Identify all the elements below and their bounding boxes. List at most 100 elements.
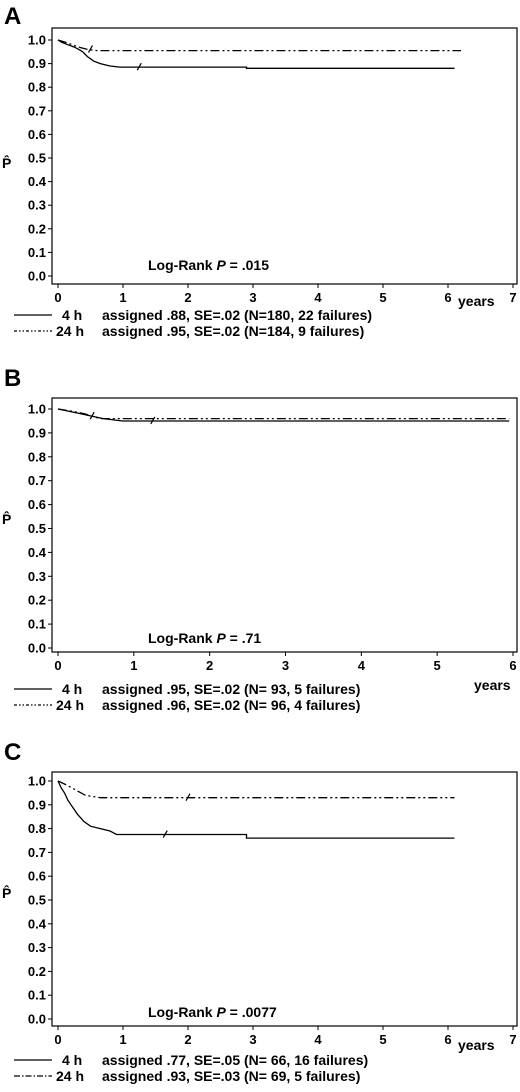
y-tick-label: 0.9: [28, 425, 46, 440]
y-axis-label: P̂: [2, 154, 11, 171]
y-tick-label: 0.6: [28, 497, 46, 512]
censor-mark: [89, 411, 95, 420]
y-tick-label: 0.1: [28, 245, 46, 260]
legend-text: assigned .95, SE=.02 (N= 93, 5 failures): [102, 681, 360, 697]
y-tick-label: 0.5: [28, 151, 46, 166]
y-tick-label: 0.7: [28, 473, 46, 488]
censor-mark: [185, 793, 191, 801]
censor-mark: [87, 45, 94, 53]
plot-frame: [51, 771, 518, 1027]
y-tick-label: 0.8: [28, 821, 46, 836]
x-axis-label: years: [474, 677, 511, 693]
x-tick-label: 4: [314, 1032, 322, 1047]
y-tick-label: 0.2: [28, 593, 46, 608]
legend-group-label: 24 h: [56, 697, 84, 713]
log-rank-annotation: Log-Rank P = .015: [148, 257, 269, 273]
y-tick-label: 0.4: [28, 174, 47, 189]
y-tick-label: 1.0: [28, 774, 46, 789]
y-axis-label: P̂: [2, 510, 11, 527]
panel-label: A: [4, 3, 21, 30]
log-rank-annotation: Log-Rank P = .71: [148, 630, 261, 646]
x-tick-label: 1: [130, 658, 137, 673]
legend-entry-24h: 24 h assigned .96, SE=.02 (N= 96, 4 fail…: [14, 697, 360, 713]
x-tick-label: 2: [184, 290, 191, 305]
y-tick-label: 0.3: [28, 198, 46, 213]
x-tick-label: 5: [434, 658, 441, 673]
y-tick-label: 0.1: [28, 988, 46, 1003]
survival-curves: [57, 780, 455, 839]
x-tick-label: 3: [249, 290, 256, 305]
survival-curves: [57, 39, 461, 71]
legend: 4 h assigned .77, SE=.05 (N= 66, 16 fail…: [14, 1052, 368, 1084]
y-tick-label: 0.8: [28, 449, 46, 464]
survival-curve-4h: [57, 39, 455, 69]
censor-mark: [162, 830, 168, 838]
y-tick-label: 0.2: [28, 221, 46, 236]
legend-entry-24h: 24 h assigned .95, SE=.02 (N=184, 9 fail…: [14, 323, 364, 339]
y-tick-label: 0.4: [28, 545, 47, 560]
legend-text: assigned .77, SE=.05 (N= 66, 16 failures…: [102, 1052, 368, 1068]
x-tick-label: 1: [119, 1032, 126, 1047]
x-axis: 0 1 2 3 4 5 6 7: [54, 1026, 517, 1047]
x-tick-label: 2: [206, 658, 213, 673]
y-axis: 0.0 0.1 0.2 0.3 0.4 0.5 0.6 0.7 0.8 0.9 1.0: [28, 33, 52, 284]
panel-b: B P̂ 0.0 0.1 0.2 0.3 0.4 0.5 0.6 0.7 0.8 0.9 1.0 0…: [2, 365, 518, 713]
plot-frame: [51, 27, 518, 285]
x-tick-label: 1: [119, 290, 126, 305]
legend-group-label: 24 h: [56, 323, 84, 339]
x-axis: 0 1 2 3 4 5 6: [54, 652, 517, 673]
survival-curve-24h: [57, 408, 510, 420]
y-tick-label: 0.0: [28, 269, 46, 284]
x-tick-label: 0: [54, 1032, 61, 1047]
y-tick-label: 0.3: [28, 940, 46, 955]
x-tick-label: 3: [282, 658, 289, 673]
legend-entry-24h: 24 h assigned .93, SE=.03 (N= 69, 5 fail…: [14, 1068, 360, 1084]
survival-curves: [57, 408, 510, 425]
x-tick-label: 5: [379, 290, 386, 305]
legend-group-label: 4 h: [62, 1052, 82, 1068]
y-tick-label: 0.6: [28, 127, 46, 142]
x-tick-label: 0: [54, 290, 61, 305]
y-tick-label: 0.0: [28, 1012, 46, 1027]
x-tick-label: 7: [509, 1032, 516, 1047]
y-axis-label: P̂: [2, 884, 11, 901]
legend-entry-4h: 4 h assigned .77, SE=.05 (N= 66, 16 fail…: [14, 1052, 368, 1068]
x-tick-label: 3: [249, 1032, 256, 1047]
x-tick-label: 0: [54, 658, 61, 673]
x-tick-label: 5: [379, 1032, 386, 1047]
legend-entry-4h: 4 h assigned .88, SE=.02 (N=180, 22 fail…: [14, 307, 372, 323]
panel-label: B: [4, 365, 21, 392]
y-tick-label: 0.8: [28, 80, 46, 95]
x-tick-label: 6: [509, 658, 516, 673]
x-tick-label: 4: [314, 290, 322, 305]
panel-label: C: [4, 739, 21, 766]
y-tick-label: 0.9: [28, 797, 46, 812]
x-tick-label: 6: [444, 1032, 451, 1047]
y-tick-label: 0.9: [28, 56, 46, 71]
plot-frame: [51, 397, 518, 653]
y-tick-label: 0.7: [28, 845, 46, 860]
x-tick-label: 7: [509, 290, 516, 305]
x-axis-label: years: [458, 293, 495, 309]
y-tick-label: 0.2: [28, 964, 46, 979]
y-tick-label: 0.3: [28, 569, 46, 584]
log-rank-annotation: Log-Rank P = .0077: [148, 1004, 277, 1020]
legend-group-label: 4 h: [62, 307, 82, 323]
y-tick-label: 0.1: [28, 617, 46, 632]
y-tick-label: 0.0: [28, 641, 46, 656]
legend-text: assigned .95, SE=.02 (N=184, 9 failures): [102, 323, 364, 339]
censor-mark: [150, 416, 156, 425]
x-tick-label: 2: [184, 1032, 191, 1047]
x-axis: 0 1 2 3 4 5 6 7: [54, 284, 517, 305]
survival-curve-24h: [57, 780, 455, 799]
panel-a: A P̂ 0.0 0.1 0.2 0.3 0.4 0.5 0.6 0.7 0.8 0.9 1.0 0…: [2, 3, 518, 339]
y-tick-label: 0.5: [28, 521, 46, 536]
legend-group-label: 24 h: [56, 1068, 84, 1084]
y-tick-label: 0.6: [28, 869, 46, 884]
survival-curve-24h: [57, 39, 461, 52]
y-axis: 0.0 0.1 0.2 0.3 0.4 0.5 0.6 0.7 0.8 0.9 1.0: [28, 402, 52, 656]
survival-curve-4h: [57, 780, 455, 839]
legend-text: assigned .93, SE=.03 (N= 69, 5 failures): [102, 1068, 360, 1084]
legend-group-label: 4 h: [62, 681, 82, 697]
